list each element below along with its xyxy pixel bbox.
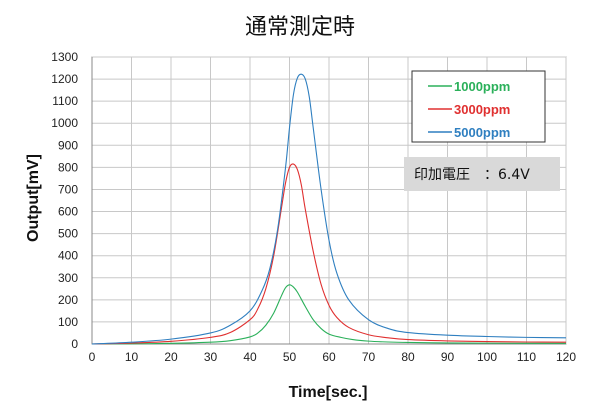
- annotation-background: [404, 157, 560, 191]
- legend: 1000ppm 3000ppm 5000ppm: [411, 70, 546, 143]
- series-line-1000ppm: [91, 284, 567, 345]
- x-tick-label: 20: [164, 350, 178, 364]
- x-tick-label: 40: [243, 350, 257, 364]
- x-tick-label: 0: [89, 350, 96, 364]
- y-tick-label: 1300: [51, 50, 78, 64]
- x-tick-label: 110: [517, 350, 536, 364]
- legend-box: [411, 70, 546, 143]
- x-tick-label: 30: [204, 350, 218, 364]
- y-tick-label: 600: [58, 205, 78, 219]
- x-tick-label: 100: [477, 350, 497, 364]
- y-tick-label: 500: [58, 227, 78, 241]
- y-axis-label: Output[mV]: [25, 154, 42, 242]
- legend-entry-1000ppm: 1000ppm: [454, 79, 510, 94]
- legend-entry-5000ppm: 5000ppm: [454, 125, 510, 140]
- tick-labels: 0 10 20 30 40 50 60 70 80 90 100 110 120010020030040…: [51, 50, 576, 364]
- x-tick-label: 60: [322, 350, 336, 364]
- x-tick-label: 90: [441, 350, 455, 364]
- x-tick-label: 10: [125, 350, 139, 364]
- x-tick-label: 80: [401, 350, 415, 364]
- series-line-3000ppm: [91, 163, 567, 345]
- x-tick-label: 50: [283, 350, 297, 364]
- legend-entry-3000ppm: 3000ppm: [454, 102, 510, 117]
- y-tick-label: 400: [58, 249, 78, 263]
- y-tick-label: 1200: [51, 72, 78, 86]
- series-lines: [91, 73, 567, 345]
- y-tick-label: 300: [58, 271, 78, 285]
- chart-title: 通常測定時: [245, 15, 355, 40]
- y-tick-label: 200: [58, 293, 78, 307]
- y-tick-label: 0: [71, 337, 78, 351]
- voltage-annotation: 印加電圧 ：6.4V: [414, 167, 530, 183]
- y-tick-label: 900: [58, 138, 78, 152]
- annotation-box: 印加電圧 ：6.4V: [404, 157, 560, 191]
- series-line-5000ppm: [91, 73, 567, 345]
- x-tick-label: 70: [362, 350, 376, 364]
- x-tick-label: 120: [556, 350, 576, 364]
- x-axis-label: Time[sec.]: [289, 384, 368, 401]
- y-tick-label: 700: [58, 182, 78, 196]
- y-tick-label: 100: [58, 315, 78, 329]
- y-tick-label: 800: [58, 160, 78, 174]
- y-tick-label: 1100: [52, 94, 78, 108]
- y-tick-label: 1000: [51, 116, 78, 130]
